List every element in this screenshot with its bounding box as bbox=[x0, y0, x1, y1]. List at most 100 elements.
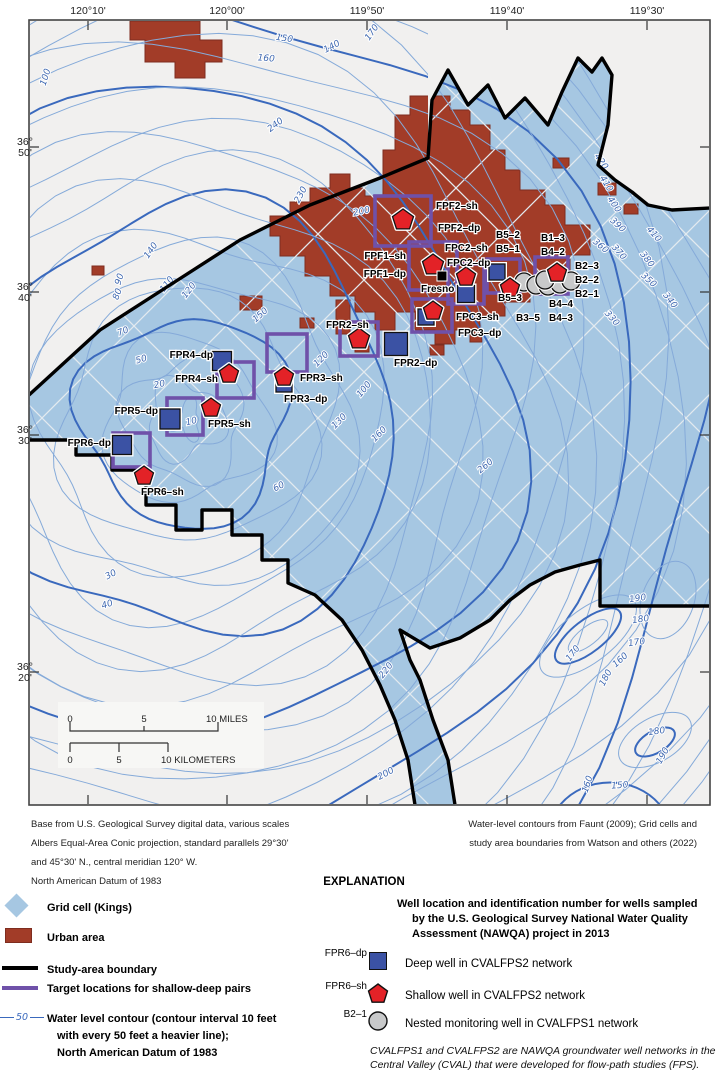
scale-bar: 0 5 10 MILES 0 5 10 KILOMETERS bbox=[58, 702, 264, 768]
well-label: FPR2–sh bbox=[326, 320, 369, 331]
contour-loop bbox=[539, 594, 637, 678]
well-label: B4–3 bbox=[549, 313, 573, 324]
well-label: FPR4–dp bbox=[170, 350, 213, 361]
credit-line: and 45°30' N., central meridian 120° W. bbox=[31, 857, 198, 868]
well-label: B4–2 bbox=[541, 247, 565, 258]
deep-well-edge bbox=[159, 408, 181, 430]
scale-label: 10 MILES bbox=[206, 714, 248, 725]
latitude-label: 36° 50' bbox=[17, 136, 33, 159]
well-label: FPC3–sh bbox=[456, 312, 499, 323]
contour-line-segment bbox=[30, 1016, 44, 1019]
shallow-well-edge bbox=[422, 300, 444, 320]
contour-label: 160 bbox=[257, 53, 275, 64]
city-marker bbox=[436, 270, 448, 282]
city-label: Fresno bbox=[421, 284, 454, 295]
legend-line: with every 50 feet a heavier line); bbox=[57, 1030, 229, 1042]
scale-label: 5 bbox=[141, 714, 146, 725]
legend-contour-label: Water level contour (contour interval 10… bbox=[47, 1011, 276, 1062]
well-label: FPR6–sh bbox=[141, 487, 184, 498]
credit-line: Albers Equal-Area Conic projection, stan… bbox=[31, 838, 289, 849]
target-location-box bbox=[373, 194, 433, 248]
legend-grid-cell-label: Grid cell (Kings) bbox=[47, 902, 132, 914]
longitude-label: 120°10' bbox=[70, 5, 105, 17]
scale-label: 0 bbox=[67, 755, 72, 766]
footnote-line: Central Valley (CVAL) that were develope… bbox=[370, 1059, 700, 1071]
urban-patch bbox=[129, 21, 223, 79]
contour-label: 90 bbox=[114, 272, 127, 286]
contour-label: 20 bbox=[153, 379, 167, 391]
well-label: B5–2 bbox=[496, 230, 520, 241]
well-label: FPF2–dp bbox=[438, 223, 480, 234]
contour-label: 50 bbox=[135, 354, 149, 367]
grid-line bbox=[29, 58, 645, 805]
legend-footnote: CVALFPS1 and CVALFPS2 are NAWQA groundwa… bbox=[370, 1044, 716, 1072]
kilometers-bar bbox=[69, 742, 169, 752]
deep-well-edge bbox=[488, 263, 506, 281]
target-location-box bbox=[338, 320, 380, 358]
contour-line bbox=[232, 21, 632, 804]
scale-label: 0 bbox=[67, 714, 72, 725]
contour-label: 40 bbox=[100, 598, 114, 611]
shallow-well-edge bbox=[200, 397, 222, 417]
grid-line bbox=[359, 58, 710, 805]
legend-line: Assessment (NAWQA) project in 2013 bbox=[412, 928, 610, 940]
nested-well-tag: B2–1 bbox=[343, 1009, 367, 1020]
legend-line: North American Datum of 1983 bbox=[57, 1047, 218, 1059]
contour-label: 180 bbox=[648, 726, 667, 738]
well-label: FPR4–sh bbox=[175, 374, 218, 385]
legend-urban-label: Urban area bbox=[47, 932, 105, 944]
credit-line: study area boundaries from Watson and ot… bbox=[469, 838, 697, 849]
contour-loop bbox=[639, 560, 697, 640]
contour-line bbox=[68, 318, 294, 530]
grid-cell-icon bbox=[4, 893, 29, 918]
contour-line bbox=[30, 149, 434, 687]
contour-line bbox=[30, 131, 484, 708]
legend-boundary-label: Study-area boundary bbox=[47, 964, 158, 976]
nested-well-label: Nested monitoring well in CVALFPS1 netwo… bbox=[405, 1018, 639, 1030]
contour-line bbox=[52, 287, 323, 541]
contour-line bbox=[30, 117, 484, 732]
contour-line bbox=[30, 277, 341, 578]
urban-area-icon bbox=[5, 928, 32, 943]
well-label: FPR6–dp bbox=[68, 438, 111, 449]
urban-patch bbox=[429, 344, 445, 356]
contour-line bbox=[30, 86, 537, 780]
contour-loop bbox=[567, 619, 609, 653]
shallow-well-edge bbox=[218, 363, 240, 383]
southeast-contour-loops bbox=[539, 560, 697, 804]
well-label: FPR3–dp bbox=[284, 394, 327, 405]
well-labels: FPF2–sh FPF2–dp FPF1–sh FPF1–dp FPC2–sh FPC2–… bbox=[66, 200, 600, 499]
footnote-line: CVALFPS1 and CVALFPS2 are NAWQA groundwa… bbox=[370, 1045, 716, 1057]
well-label: FPC3–dp bbox=[458, 328, 501, 339]
urban-patch bbox=[91, 265, 105, 276]
source-credit: Water-level contours from Faunt (2009); … bbox=[468, 815, 697, 853]
well-markers bbox=[110, 207, 582, 487]
longitude-label: 120°00' bbox=[209, 5, 244, 17]
contour-value: 50 bbox=[15, 1012, 29, 1023]
contour-line bbox=[30, 85, 533, 738]
target-location-icon bbox=[2, 986, 38, 990]
credit-line: Water-level contours from Faunt (2009); … bbox=[468, 819, 697, 830]
shallow-well-edge bbox=[499, 277, 521, 297]
contour-line bbox=[30, 21, 598, 804]
contour-line bbox=[30, 32, 570, 775]
shallow-well-edge bbox=[133, 465, 155, 485]
scale-label: 5 bbox=[116, 755, 121, 766]
graticule-labels: 120°10' 120°00' 119°50' 119°40' 119°30' 36° 50… bbox=[17, 5, 709, 804]
shallow-well-edge bbox=[421, 253, 445, 275]
well-label: FPR5–sh bbox=[208, 419, 251, 430]
deep-well-icon bbox=[369, 952, 387, 970]
well-label: FPF2–sh bbox=[436, 201, 478, 212]
urban-patch bbox=[597, 182, 617, 196]
contour-loop bbox=[618, 711, 692, 769]
contour-label: 190 bbox=[629, 593, 648, 605]
well-label: FPR3–sh bbox=[300, 373, 343, 384]
shallow-well-edge bbox=[273, 366, 295, 386]
miles-bar bbox=[69, 722, 219, 732]
contour-label: 150 bbox=[275, 33, 294, 45]
credit-line: Base from U.S. Geological Survey digital… bbox=[31, 819, 290, 830]
well-label: FPC2–dp bbox=[447, 258, 490, 269]
deep-well-marker bbox=[455, 283, 477, 305]
contour-loop bbox=[553, 607, 623, 665]
well-label: B4–4 bbox=[549, 299, 573, 310]
